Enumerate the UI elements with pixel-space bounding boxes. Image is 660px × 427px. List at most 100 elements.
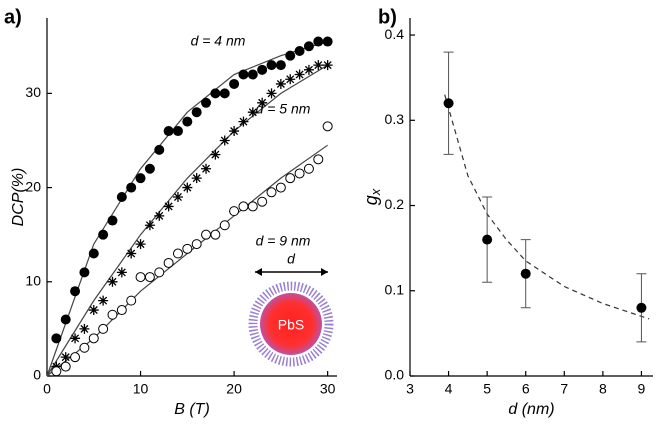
annotation: d = 4 nm [191,33,246,49]
point [163,257,174,268]
point [322,36,333,47]
point [191,239,202,250]
point [247,69,258,80]
point [98,229,109,240]
y-tick-label: 30 [25,84,41,100]
point [51,366,62,377]
y-tick-label: 10 [25,272,41,288]
x-tick-label: 5 [483,381,491,397]
point [79,267,90,278]
point [144,272,155,283]
point [135,239,146,250]
point [116,192,127,202]
y-axis-label: DCP(%) [10,168,27,227]
fit-curve [444,94,650,320]
point [126,295,137,306]
point [191,107,202,118]
point [266,88,277,99]
point [294,168,305,179]
point [107,309,118,320]
point [238,69,249,80]
y-tick-label: 0.3 [385,111,405,127]
x-axis-label: d (nm) [508,401,554,418]
point [636,302,647,313]
point [210,149,221,160]
point [520,268,531,279]
point [126,182,137,193]
point [219,88,230,99]
point [88,333,99,344]
point [313,36,324,47]
point [247,107,258,118]
point [182,116,193,127]
point [107,215,118,226]
point [201,97,212,108]
point [163,126,174,137]
point [257,64,268,75]
y-tick-label: 20 [25,178,41,194]
point [98,295,109,306]
point [275,182,286,193]
x-tick-label: 30 [320,381,336,397]
point [247,201,258,212]
inset-particle [248,268,334,367]
point [135,272,146,283]
point [238,116,249,127]
fit-curve [46,40,328,377]
point [172,126,183,137]
point [210,229,221,240]
point [229,206,240,217]
x-tick-label: 0 [43,381,51,397]
y-axis-label-sub: x [368,188,383,196]
point [107,276,118,287]
y-tick-label: 0.2 [385,196,405,212]
point [313,154,324,165]
y-tick-label: 0 [33,367,41,383]
point [482,234,493,245]
point [60,314,71,325]
point [88,248,99,259]
point [322,60,333,71]
y-tick-label: 0.0 [385,367,405,383]
x-tick-label: 8 [599,381,607,397]
annotation: d [287,251,296,267]
ligand-shell [248,281,334,367]
annotation: d = 5 nm [256,101,311,117]
x-axis-label: B (T) [174,401,210,418]
point [182,182,193,193]
point [144,163,155,174]
x-tick-label: 20 [226,381,242,397]
y-axis-label: gx [361,188,384,205]
x-tick-label: 4 [445,381,453,397]
point [201,163,212,174]
point [257,97,268,108]
point [238,201,249,212]
point [70,286,81,297]
point [79,342,90,353]
point [116,305,127,316]
point [182,243,193,254]
point [144,220,155,231]
point [303,163,314,174]
point [229,126,240,137]
annotation: d = 9 nm [256,233,311,249]
point [191,173,202,184]
point [79,323,90,334]
point [285,173,296,184]
point [88,305,99,316]
panel-label: a) [4,6,22,28]
core [260,293,322,355]
x-tick-label: 9 [638,381,646,397]
point [303,64,314,75]
point [303,41,314,52]
point [60,352,71,363]
point [275,78,286,89]
point [294,45,305,56]
point [135,173,146,184]
y-axis-label-main: g [361,195,381,205]
point [313,60,324,71]
point [294,69,305,80]
point [163,201,174,212]
point [154,267,165,278]
